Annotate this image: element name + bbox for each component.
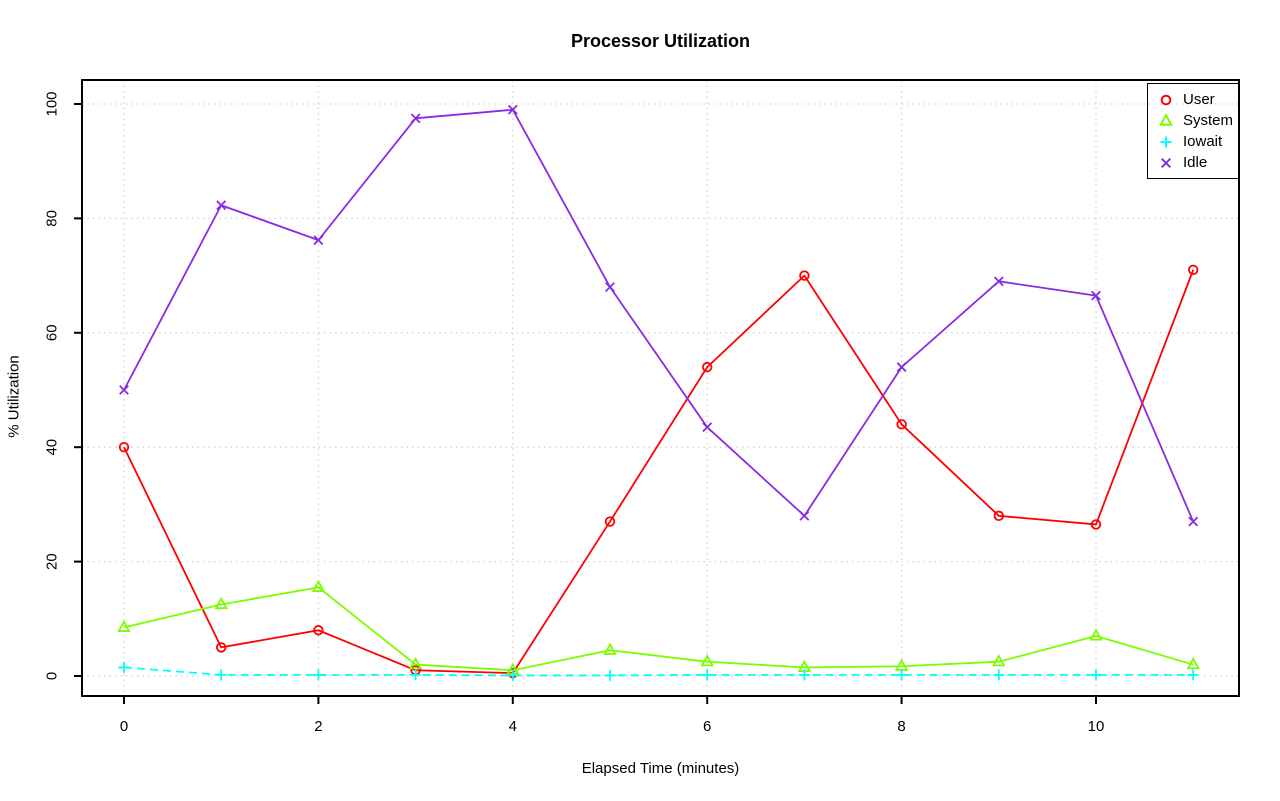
series-iowait-marker <box>1090 669 1102 681</box>
x-tick-label: 0 <box>120 718 128 735</box>
series-idle-marker <box>216 200 227 211</box>
series-idle-marker <box>507 104 518 115</box>
legend-iowait-marker <box>1160 136 1172 147</box>
series-user-marker <box>993 510 1005 522</box>
series-idle-marker <box>799 510 810 521</box>
legend-system-marker <box>1159 112 1173 126</box>
series-user-marker <box>1090 519 1102 530</box>
legend-label-user: User <box>1183 91 1215 108</box>
series-iowait-marker <box>701 669 713 681</box>
series-iowait-marker <box>993 669 1005 681</box>
y-axis-label: % Utilization <box>5 355 23 438</box>
series-iowait-marker <box>507 669 519 681</box>
series-user-marker <box>215 642 227 653</box>
y-tick-label: 80 <box>44 210 61 227</box>
series-iowait-line <box>123 666 1194 677</box>
series-user-marker <box>702 361 713 373</box>
series-system-marker <box>1089 628 1103 641</box>
legend-idle-marker <box>1160 157 1172 168</box>
legend-user-marker <box>1160 94 1172 105</box>
series-system-marker <box>700 654 714 667</box>
series-user-marker <box>313 625 324 636</box>
legend-item-system: System <box>1154 110 1236 131</box>
series-idle-marker <box>1188 516 1199 527</box>
series-system-line <box>123 586 1194 672</box>
y-tick-label: 0 <box>44 672 61 680</box>
legend-x-icon <box>1160 157 1172 168</box>
x-tick-label: 2 <box>314 718 322 735</box>
series-idle-marker <box>1091 290 1101 301</box>
x-tick-label: 6 <box>703 718 711 735</box>
series-iowait-marker <box>215 669 227 681</box>
series-iowait-marker <box>896 669 908 681</box>
series-iowait-marker <box>604 669 616 681</box>
chart-title: Processor Utilization <box>570 31 751 51</box>
y-tick-label: 40 <box>44 439 61 456</box>
series-user-marker <box>604 516 616 527</box>
legend-plus-icon <box>1160 136 1172 147</box>
x-tick-label: 10 <box>1088 718 1105 735</box>
legend-item-user: User <box>1154 89 1236 110</box>
series-system-marker <box>311 579 326 592</box>
legend-triangle-icon <box>1159 112 1173 126</box>
legend-label-iowait: Iowait <box>1183 133 1223 150</box>
legend: User System Iowait Idle <box>1147 83 1239 179</box>
series-user-marker <box>118 442 130 453</box>
series-iowait-marker <box>1187 669 1199 681</box>
series-idle-marker <box>410 113 421 124</box>
legend-item-idle: Idle <box>1154 152 1236 173</box>
x-tick-label: 4 <box>509 718 517 735</box>
legend-label-idle: Idle <box>1183 154 1208 171</box>
series-system-marker <box>1186 656 1200 670</box>
series-system-marker <box>214 596 228 610</box>
plot-border <box>81 79 1240 697</box>
series-idle-marker <box>993 276 1004 287</box>
series-idle-line <box>123 108 1195 522</box>
y-tick-label: 60 <box>44 324 61 341</box>
series-system-marker <box>603 642 617 655</box>
x-axis-label: Elapsed Time (minutes) <box>581 760 740 777</box>
series-user-marker <box>799 270 810 281</box>
series-system-marker <box>992 654 1006 667</box>
series-system-marker <box>117 619 131 632</box>
series-user-marker <box>1187 264 1199 276</box>
series-system-marker <box>408 656 423 670</box>
series-idle-marker <box>605 282 615 292</box>
series-user-line <box>123 269 1195 675</box>
legend-items: User System Iowait Idle <box>1154 89 1236 173</box>
series-idle-marker <box>119 385 129 395</box>
series-idle-marker <box>313 235 324 246</box>
y-tick-label: 20 <box>44 553 61 570</box>
series-user-marker <box>896 419 907 430</box>
x-tick-label: 8 <box>897 718 905 735</box>
y-tick-label: 100 <box>44 91 61 116</box>
series-iowait-marker <box>118 661 130 673</box>
series-iowait-marker <box>410 669 422 681</box>
series-iowait-marker <box>798 669 810 681</box>
series-idle-marker <box>702 422 713 433</box>
legend-item-iowait: Iowait <box>1154 131 1236 152</box>
legend-circle-icon <box>1160 94 1172 105</box>
series-iowait-marker <box>312 669 324 681</box>
legend-label-system: System <box>1183 112 1234 129</box>
series-idle-marker <box>896 362 907 373</box>
